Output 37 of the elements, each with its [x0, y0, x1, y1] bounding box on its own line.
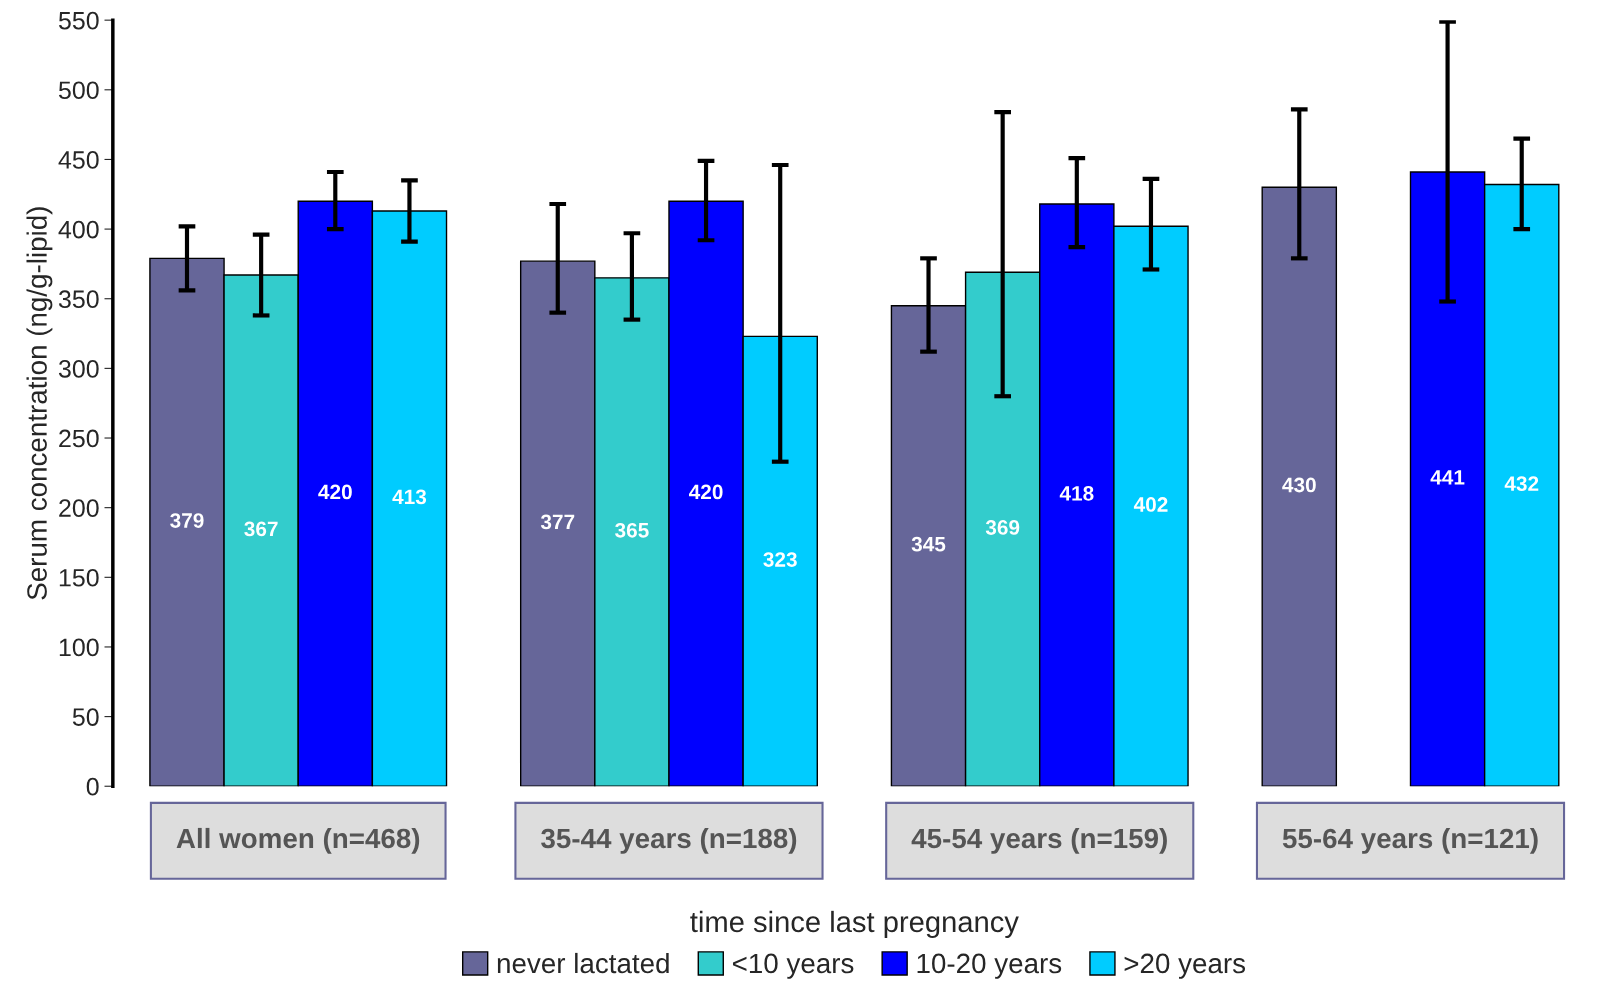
data-label: 379 [170, 513, 204, 528]
x-tick-label: 45-54 years (n=159) [911, 827, 1167, 854]
legend-label: <10 years [732, 953, 854, 979]
data-label: 420 [688, 484, 723, 500]
y-tick-label: 150 [59, 568, 99, 587]
legend-label: never lactated [497, 952, 669, 974]
y-tick-label: 50 [72, 708, 99, 726]
y-tick-label: 500 [58, 81, 99, 100]
data-label: 430 [1282, 477, 1316, 493]
data-label: 418 [1059, 485, 1094, 501]
y-tick-label: 450 [58, 151, 99, 169]
x-tick-label: All women (n=468) [176, 827, 420, 854]
y-tick-label: 350 [58, 290, 99, 309]
data-label: 367 [244, 521, 278, 537]
data-label: 369 [985, 520, 1020, 535]
data-label: 377 [540, 514, 575, 530]
y-tick-label: 200 [59, 499, 99, 517]
y-tick-label: 300 [58, 359, 99, 378]
y-tick-label: 250 [59, 429, 99, 448]
y-tick-label: 550 [58, 11, 99, 30]
data-label: 323 [763, 552, 797, 567]
data-label: 413 [392, 489, 427, 505]
y-tick-label: 0 [86, 777, 99, 796]
data-label: 345 [911, 536, 946, 552]
x-tick-label: 55-64 years (n=121) [1282, 827, 1538, 854]
data-label: 402 [1133, 497, 1168, 512]
y-tick-label: 100 [59, 638, 99, 657]
data-label: 420 [318, 484, 352, 500]
data-label: 432 [1504, 476, 1539, 491]
data-label: 441 [1430, 470, 1465, 485]
data-label: 365 [615, 522, 649, 538]
legend-title: time since last pregnancy [690, 910, 1019, 939]
legend-label: 10-20 years [917, 953, 1062, 979]
legend-label: >20 years [1124, 953, 1246, 979]
x-tick-label: 35-44 years (n=188) [541, 827, 797, 854]
y-axis-title: Serum concentration (ng/g-lipid) [26, 207, 53, 600]
y-tick-label: 400 [58, 220, 99, 239]
